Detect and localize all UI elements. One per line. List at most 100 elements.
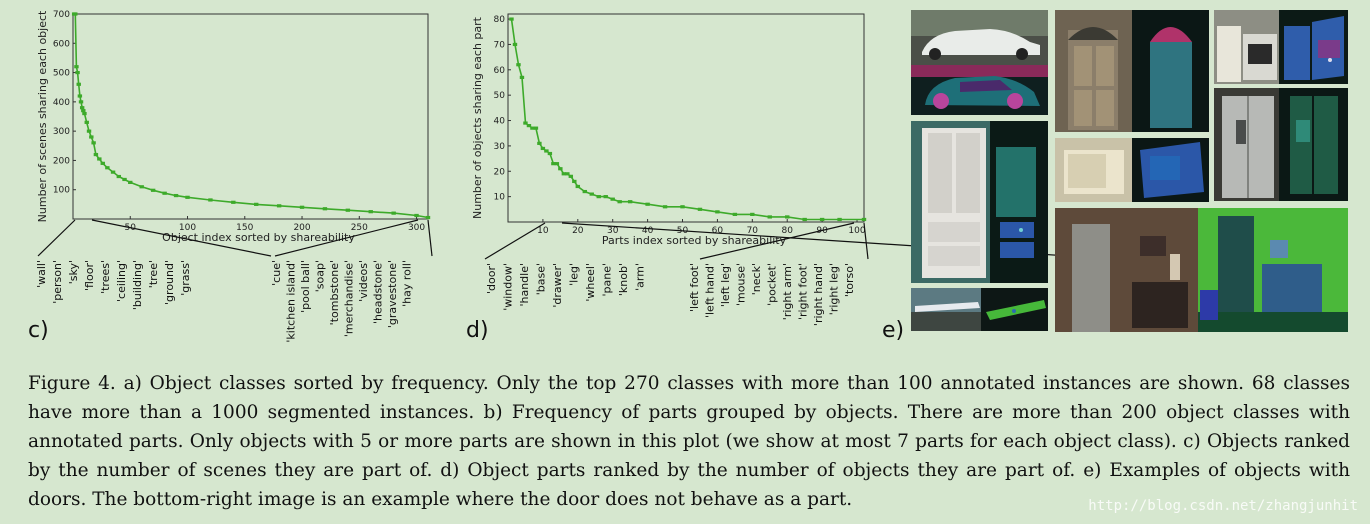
data-point xyxy=(276,204,282,208)
category-label-head: 'arm' xyxy=(634,263,647,291)
x-tick-label: 80 xyxy=(781,226,793,236)
data-point xyxy=(544,149,549,153)
category-label-tail: 'left leg' xyxy=(719,263,732,307)
category-label-head: 'grass' xyxy=(179,260,192,296)
airplane-photo xyxy=(911,288,981,331)
category-label-tail: 'torso' xyxy=(843,263,856,297)
data-point xyxy=(391,211,396,215)
data-point xyxy=(162,191,167,195)
data-point xyxy=(97,157,102,161)
category-label-tail: 'kitchen island' xyxy=(285,260,298,343)
data-point xyxy=(91,141,96,145)
y-tick-label: 700 xyxy=(53,10,70,20)
plot-frame xyxy=(507,13,865,223)
x-tick-label: 100 xyxy=(848,226,865,236)
data-point xyxy=(715,210,720,214)
y-tick-label: 40 xyxy=(494,117,506,127)
category-label-tail: 'right arm' xyxy=(781,263,794,320)
data-point xyxy=(116,174,122,179)
category-label-head: 'window' xyxy=(502,263,515,311)
x-tick-label: 60 xyxy=(712,226,724,236)
category-label-head: 'knob' xyxy=(617,263,630,296)
category-label-tail: 'hay roll' xyxy=(401,260,414,307)
category-label-tail: 'pool ball' xyxy=(299,260,312,313)
data-point xyxy=(512,42,518,47)
category-label-head: 'leg' xyxy=(568,263,581,286)
y-tick-label: 60 xyxy=(494,66,506,76)
data-point xyxy=(523,121,528,125)
data-point xyxy=(368,210,373,214)
panel-label-d: d) xyxy=(466,318,489,343)
data-point xyxy=(231,200,236,204)
data-point xyxy=(77,94,83,98)
oven-photo xyxy=(1214,10,1279,84)
data-point xyxy=(596,195,601,199)
data-point xyxy=(73,12,78,16)
data-series-line xyxy=(510,18,864,221)
category-label-tail: 'left foot' xyxy=(688,263,701,312)
category-label-head: 'sky' xyxy=(67,260,80,284)
data-point xyxy=(79,106,85,110)
data-point xyxy=(561,172,567,176)
y-tick-label: 80 xyxy=(494,15,506,25)
category-label-tail: 'tombstone' xyxy=(328,260,341,325)
watermark: http://blog.csdn.net/zhangjunhit xyxy=(1088,498,1358,514)
data-point xyxy=(645,202,650,206)
category-label-tail: 'soap' xyxy=(314,260,327,292)
x-tick-label: 70 xyxy=(747,226,759,236)
y-tick-label: 10 xyxy=(494,193,506,203)
category-label-head: 'wheel' xyxy=(584,263,597,302)
category-label-head: 'ceiling' xyxy=(115,260,128,302)
car-photo xyxy=(911,10,1048,65)
fan-line xyxy=(91,219,272,257)
chart-d: 1020304050607080901001020304050607080Par… xyxy=(471,13,1116,326)
fan-line xyxy=(37,219,76,257)
front-door-mask xyxy=(1132,10,1209,132)
data-point xyxy=(254,202,259,206)
data-point xyxy=(554,162,560,166)
category-label-tail: 'right foot' xyxy=(797,263,810,320)
y-tick-label: 500 xyxy=(53,69,70,79)
x-tick-label: 250 xyxy=(351,223,368,233)
figure-caption: Figure 4. a) Object classes sorted by fr… xyxy=(28,373,1350,510)
data-point xyxy=(414,213,419,218)
fan-line xyxy=(274,219,419,257)
data-point xyxy=(110,170,116,174)
data-point xyxy=(78,100,84,104)
interior-door-photo xyxy=(1055,208,1198,332)
category-label-head: 'trees' xyxy=(99,260,112,294)
panel-e-images xyxy=(911,10,1348,332)
y-tick-label: 30 xyxy=(494,142,506,152)
plot-frame xyxy=(72,13,429,220)
cabinet-photo xyxy=(911,121,990,283)
data-point xyxy=(819,217,825,222)
data-point xyxy=(575,184,581,189)
x-tick-label: 100 xyxy=(179,223,196,233)
category-label-tail: 'merchandise' xyxy=(343,260,356,337)
figure-plots: 50 100 150 200 250 300 100 200 300 400 500 600 700 Ob… xyxy=(28,10,1348,343)
data-point xyxy=(767,215,772,219)
data-point xyxy=(139,185,144,189)
data-point xyxy=(208,198,213,202)
x-axis-title: Object index sorted by shareability xyxy=(162,231,355,244)
y-tick-label: 100 xyxy=(53,186,70,196)
category-label-head: 'door' xyxy=(485,263,498,294)
refrigerator-mask xyxy=(1279,88,1348,201)
data-point xyxy=(537,141,542,145)
data-point xyxy=(732,212,738,216)
data-point xyxy=(519,75,525,80)
y-axis-title: Number of scenes sharing each object xyxy=(36,10,49,222)
x-axis-title: Parts index sorted by shareability xyxy=(602,234,787,247)
car-mask xyxy=(911,65,1048,115)
y-axis-title: Number of objects sharing each part xyxy=(471,16,484,219)
category-label-head: 'person' xyxy=(51,260,64,304)
category-label-tail: 'headstone' xyxy=(372,260,385,324)
data-series-line xyxy=(74,13,429,219)
data-point xyxy=(582,189,587,194)
category-label-head: 'ground' xyxy=(163,260,176,305)
category-label-head: 'handle' xyxy=(518,263,531,307)
y-tick-label: 50 xyxy=(494,91,506,101)
data-point xyxy=(837,217,842,222)
data-point xyxy=(509,17,514,21)
x-tick-label: 150 xyxy=(236,223,253,233)
